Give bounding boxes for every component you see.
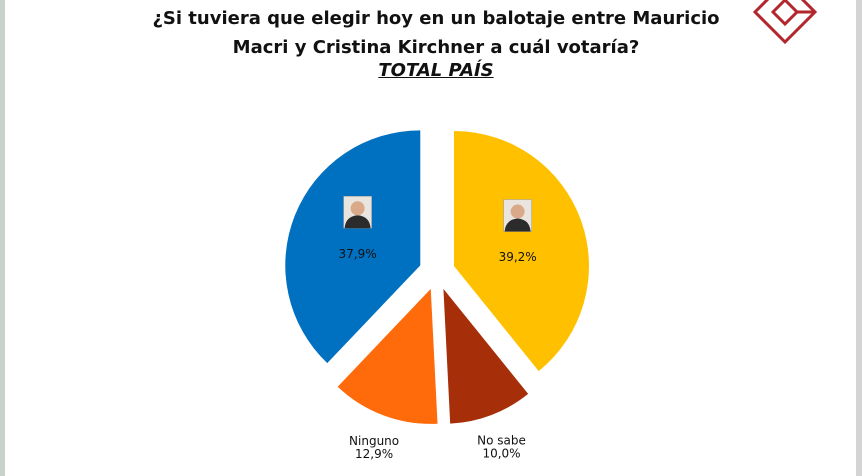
value-label: 39,2% bbox=[499, 250, 537, 264]
value-label: 12,9% bbox=[355, 447, 393, 461]
value-label: 10,0% bbox=[482, 447, 520, 461]
portrait-head bbox=[510, 204, 525, 219]
chart-title: ¿Si tuviera que elegir hoy en un balotaj… bbox=[152, 8, 720, 58]
frame-edge bbox=[0, 0, 5, 476]
portrait-body bbox=[504, 218, 531, 232]
pie-slice bbox=[285, 130, 421, 364]
frame-edge bbox=[856, 0, 862, 476]
pie-slice bbox=[443, 288, 529, 424]
chart-subtitle: TOTAL PAÍS bbox=[378, 60, 494, 81]
logo bbox=[752, 0, 818, 45]
pie-slice bbox=[337, 288, 438, 424]
category-label: No sabe bbox=[477, 434, 526, 448]
portrait-body bbox=[344, 215, 371, 229]
portrait bbox=[503, 199, 532, 232]
pie-slice bbox=[453, 131, 589, 372]
category-label: Ninguno bbox=[349, 434, 399, 448]
value-label: 37,9% bbox=[339, 247, 377, 261]
portrait-head bbox=[350, 201, 365, 216]
portrait bbox=[343, 196, 372, 229]
